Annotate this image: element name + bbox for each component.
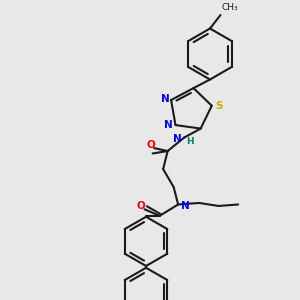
Text: N: N bbox=[161, 94, 170, 103]
Text: N: N bbox=[181, 201, 189, 211]
Text: N: N bbox=[173, 134, 182, 144]
Text: O: O bbox=[146, 140, 155, 150]
Text: H: H bbox=[187, 137, 194, 146]
Text: S: S bbox=[215, 101, 223, 111]
Text: CH₃: CH₃ bbox=[222, 3, 238, 12]
Text: N: N bbox=[164, 120, 172, 130]
Text: O: O bbox=[136, 201, 145, 211]
